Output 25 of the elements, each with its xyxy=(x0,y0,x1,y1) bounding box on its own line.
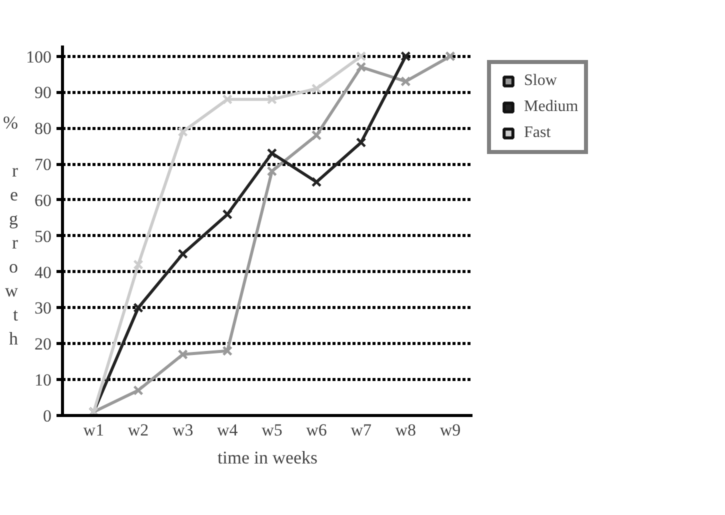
y-tick-label: 90 xyxy=(34,83,52,102)
x-tick-label: w8 xyxy=(395,420,416,440)
y-tick-label: 100 xyxy=(26,47,52,66)
x-tick-label: w5 xyxy=(262,420,282,440)
y-tick-label: 20 xyxy=(34,334,52,354)
y-tick-label: 70 xyxy=(34,155,52,174)
x-tick-label: w3 xyxy=(172,420,194,440)
y-tick-label: 60 xyxy=(34,190,52,210)
y-tick-label: 40 xyxy=(34,262,52,282)
y-tick-label: 0 xyxy=(43,406,52,426)
x-tick-label: w9 xyxy=(440,420,461,440)
y-tick-label: 30 xyxy=(34,298,52,318)
legend-label: Fast xyxy=(524,124,551,142)
x-tick-label: w6 xyxy=(306,420,327,440)
x-tick-label: w1 xyxy=(83,420,104,440)
y-tick-label: 10 xyxy=(34,370,52,390)
x-tick-label: w4 xyxy=(217,420,238,440)
x-axis-title: time in weeks xyxy=(218,448,318,468)
legend-label: Medium xyxy=(524,98,578,116)
x-tick-label: w7 xyxy=(350,420,372,440)
text: % regrowth xyxy=(3,112,18,348)
y-tick-label: 80 xyxy=(34,119,52,138)
y-tick-label: 50 xyxy=(34,226,52,246)
x-tick-label: w2 xyxy=(128,420,149,440)
legend-label: Slow xyxy=(524,72,557,90)
